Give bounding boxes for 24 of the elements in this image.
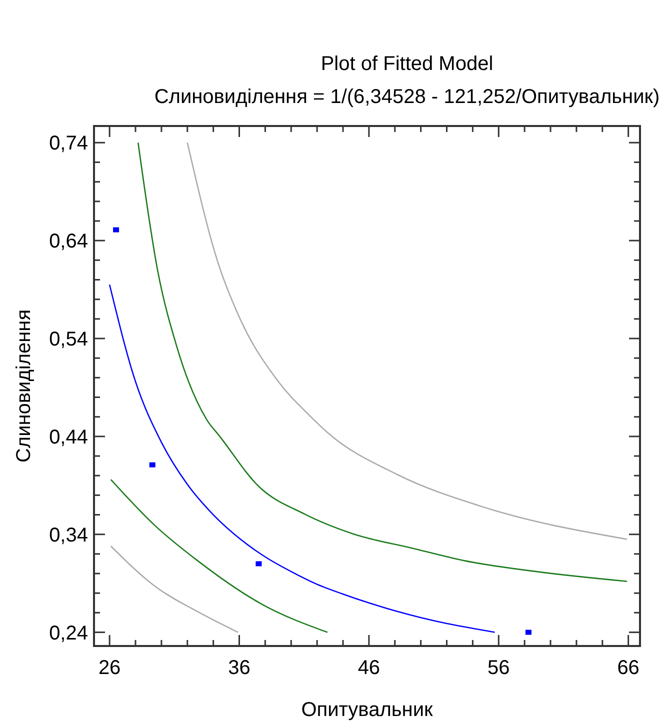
x-tick-label: 36 — [228, 657, 250, 679]
point — [256, 561, 262, 566]
x-axis-title: Опитувальник — [301, 699, 434, 721]
y-tick-label: 0,24 — [49, 622, 88, 644]
y-axis-title: Слиновиділення — [13, 309, 35, 463]
line-series — [108, 284, 496, 633]
line-series — [137, 142, 628, 582]
line-series — [110, 545, 239, 633]
x-tick-label: 26 — [98, 657, 121, 679]
y-tick-label: 0,64 — [49, 230, 88, 253]
chart-title: Plot of Fitted Model — [320, 53, 494, 75]
line-series — [110, 478, 328, 633]
y-tick-label: 0,34 — [49, 524, 88, 546]
chart-subtitle: Слиновиділення = 1/(6,34528 - 121,252/Опитувальник) — [154, 86, 660, 108]
point — [525, 630, 532, 635]
point — [113, 227, 120, 232]
x-tick-label: 66 — [617, 657, 640, 679]
point — [149, 462, 156, 468]
y-tick-label: 0,74 — [49, 132, 88, 155]
y-tick-label: 0,44 — [49, 426, 88, 448]
x-tick-label: 56 — [488, 657, 510, 679]
y-tick-label: 0,54 — [49, 328, 88, 351]
x-tick-label: 46 — [358, 657, 380, 679]
line-series — [186, 142, 628, 540]
